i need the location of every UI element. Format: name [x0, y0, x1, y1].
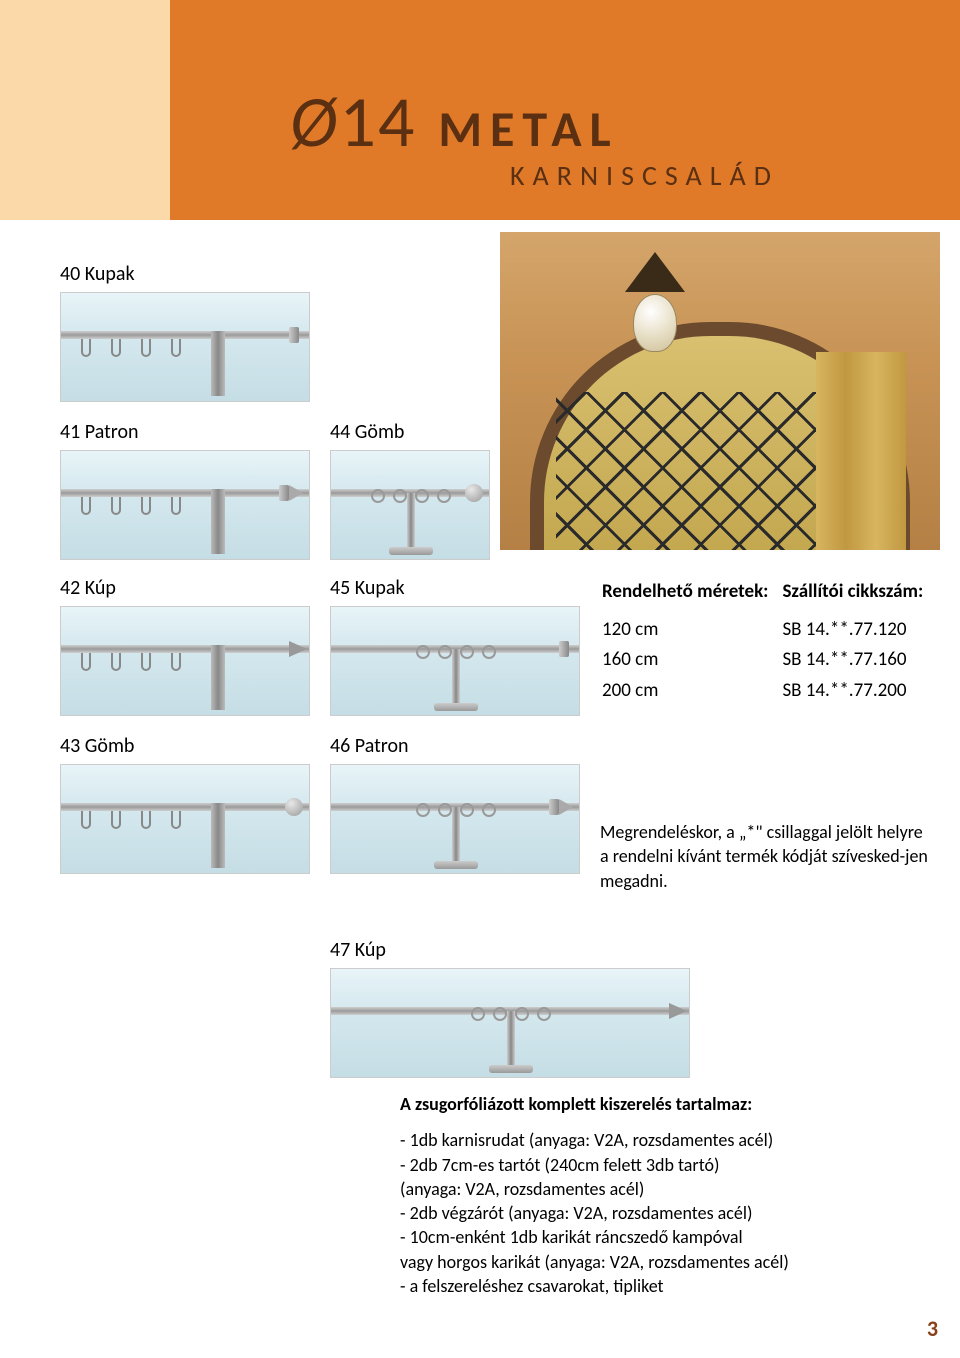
- product-label: 43 Gömb: [60, 734, 310, 758]
- contents-item: - 2db végzárót (anyaga: V2A, rozsdamente…: [400, 1201, 920, 1225]
- product-card: 46 Patron: [330, 734, 580, 874]
- product-card: 40 Kupak: [60, 262, 310, 402]
- specs-col1-header: Rendelhető méretek:: [602, 578, 780, 614]
- specs-col2-header: Szállítói cikkszám:: [782, 578, 935, 614]
- product-image: [60, 764, 310, 874]
- contents-box: A zsugorfóliázott komplett kiszerelés ta…: [400, 1092, 920, 1298]
- top-left-band: [0, 0, 170, 220]
- specs-row: 120 cmSB 14.**.77.120: [602, 616, 935, 645]
- context-photo: [500, 232, 940, 550]
- title-prefix: Ø: [290, 78, 339, 166]
- title-word: METAL: [438, 78, 618, 166]
- product-image: [60, 450, 310, 560]
- contents-item: vagy horgos karikát (anyaga: V2A, rozsda…: [400, 1250, 920, 1274]
- specs-row: 200 cmSB 14.**.77.200: [602, 677, 935, 706]
- contents-item: - 1db karnisrudat (anyaga: V2A, rozsdame…: [400, 1128, 920, 1152]
- contents-item: - 10cm-enként 1db karikát ráncszedő kamp…: [400, 1225, 920, 1249]
- product-image: [60, 292, 310, 402]
- product-card: 44 Gömb: [330, 420, 490, 560]
- product-label: 45 Kupak: [330, 576, 580, 600]
- page-number: 3: [927, 1315, 938, 1342]
- contents-heading: A zsugorfóliázott komplett kiszerelés ta…: [400, 1092, 920, 1116]
- product-label: 42 Kúp: [60, 576, 310, 600]
- product-image: [330, 968, 690, 1078]
- header-box: Ø14METAL KARNISCSALÁD: [170, 0, 960, 220]
- product-image: [330, 606, 580, 716]
- product-card: 43 Gömb: [60, 734, 310, 874]
- product-card: 41 Patron: [60, 420, 310, 560]
- product-image: [330, 450, 490, 560]
- specs-row: 160 cmSB 14.**.77.160: [602, 646, 935, 675]
- contents-item: - 2db 7cm-es tartót (240cm felett 3db ta…: [400, 1153, 920, 1177]
- contents-item: - a felszereléshez csavarokat, tipliket: [400, 1274, 920, 1298]
- order-note: Megrendeléskor, a „*" csillaggal jelölt …: [600, 820, 930, 893]
- specs-table: Rendelhető méretek: Szállítói cikkszám: …: [600, 576, 937, 707]
- page-title: Ø14METAL: [290, 78, 619, 166]
- product-image: [330, 764, 580, 874]
- product-card: 45 Kupak: [330, 576, 580, 716]
- product-label: 41 Patron: [60, 420, 310, 444]
- product-card: 47 Kúp: [330, 938, 690, 1078]
- specs-block: Rendelhető méretek: Szállítói cikkszám: …: [600, 576, 937, 707]
- product-label: 46 Patron: [330, 734, 580, 758]
- product-label: 44 Gömb: [330, 420, 490, 444]
- product-card: 42 Kúp: [60, 576, 310, 716]
- title-number: 14: [339, 78, 416, 166]
- product-label: 47 Kúp: [330, 938, 690, 962]
- product-image: [60, 606, 310, 716]
- page-subtitle: KARNISCSALÁD: [510, 158, 779, 193]
- contents-item: (anyaga: V2A, rozsdamentes acél): [400, 1177, 920, 1201]
- product-label: 40 Kupak: [60, 262, 310, 286]
